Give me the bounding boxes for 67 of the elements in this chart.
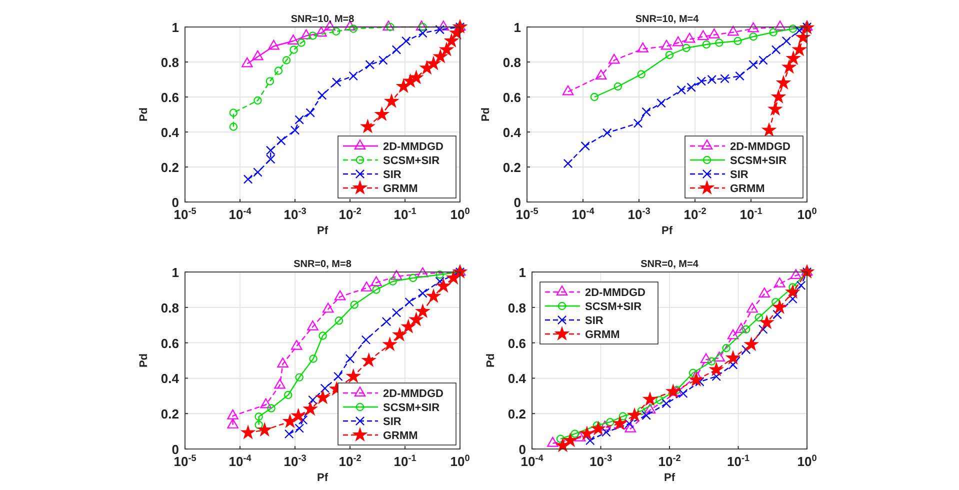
y-tick-label: 1 [172,265,179,280]
y-axis-title: Pd [485,353,497,368]
y-tick-label: 0.8 [160,55,179,70]
legend-label: GRMM [730,183,765,195]
chart-title: SNR=0, M=8 [294,259,352,270]
y-tick-label: 0.2 [502,160,521,175]
legend-label: SCSM+SIR [383,155,440,167]
y-axis-title: Pd [138,107,150,122]
legend-label: 2D-MMDGD [585,287,646,299]
y-tick-label: 0.8 [508,300,526,316]
x-tick-label: 10$^{-3}$ [284,453,306,469]
chart-title: SNR=0, M=4 [640,259,699,270]
x-axis-title: Pf [317,472,328,484]
y-tick-label: 0.6 [502,90,521,105]
x-tick-label: 10$^{-1}$ [740,206,762,222]
y-tick-label: 0.6 [508,336,526,351]
x-tick-label: 10$^{-2}$ [684,206,706,222]
x-tick-label: 10$^{0}$ [797,453,817,469]
x-tick-label: 10$^{-2}$ [338,206,362,222]
y-tick-label: 0.4 [160,125,180,140]
y-tick-label: 0.4 [502,125,522,140]
legend-label: SIR [383,416,402,428]
legend-label: SIR [383,169,402,181]
x-tick-label: 10$^{-2}$ [338,453,362,469]
y-tick-label: 0.8 [502,55,521,70]
x-tick-label: 10$^{-4}$ [228,453,252,469]
legend-label: 2D-MMDGD [383,388,444,400]
y-tick-label: 0.8 [160,300,179,316]
y-axis-title: Pd [480,107,492,122]
y-tick-label: 0.6 [160,336,179,351]
y-tick-label: 0.2 [160,406,179,422]
y-tick-label: 0.4 [160,371,180,386]
y-tick-label: 1 [514,20,521,35]
x-tick-label: 10$^{-1}$ [394,453,416,469]
x-tick-label: 10$^{-2}$ [658,453,681,469]
x-axis-title: Pf [317,225,328,237]
y-tick-label: 0.2 [508,406,526,422]
x-axis-title: Pf [664,472,676,484]
legend-label: SCSM+SIR [585,301,642,313]
x-tick-label: 10$^{-4}$ [572,206,596,222]
legend-label: GRMM [585,329,620,341]
x-tick-label: 10$^{-1}$ [726,453,750,469]
legend-label: SCSM+SIR [383,402,440,414]
y-tick-label: 1 [172,20,179,35]
x-tick-label: 10$^{-4}$ [228,206,252,222]
x-axis-title: Pf [662,225,673,237]
legend-label: SIR [585,315,604,327]
y-tick-label: 0.2 [160,160,179,175]
x-tick-label: 10$^{-1}$ [394,206,416,222]
x-tick-label: 10$^{-3}$ [628,206,650,222]
chart-title: SNR=10, M=4 [635,14,700,25]
x-tick-label: 10$^{-3}$ [284,206,306,222]
legend-label: SIR [730,169,748,181]
legend-label: 2D-MMDGD [730,141,791,153]
x-tick-label: 10$^{0}$ [450,453,470,469]
x-tick-label: 10$^{0}$ [797,206,817,222]
x-tick-label: 10$^{0}$ [450,206,470,222]
y-tick-label: 1 [518,265,526,280]
legend-label: 2D-MMDGD [383,141,444,153]
legend-label: GRMM [383,430,418,442]
y-tick-label: 0.6 [160,90,179,105]
y-tick-label: 0.4 [508,371,527,386]
x-tick-label: 10$^{-3}$ [589,453,612,469]
y-axis-title: Pd [138,353,150,368]
chart-title: SNR=10, M=8 [290,14,355,25]
legend-label: GRMM [383,183,418,195]
legend-label: SCSM+SIR [730,155,787,167]
